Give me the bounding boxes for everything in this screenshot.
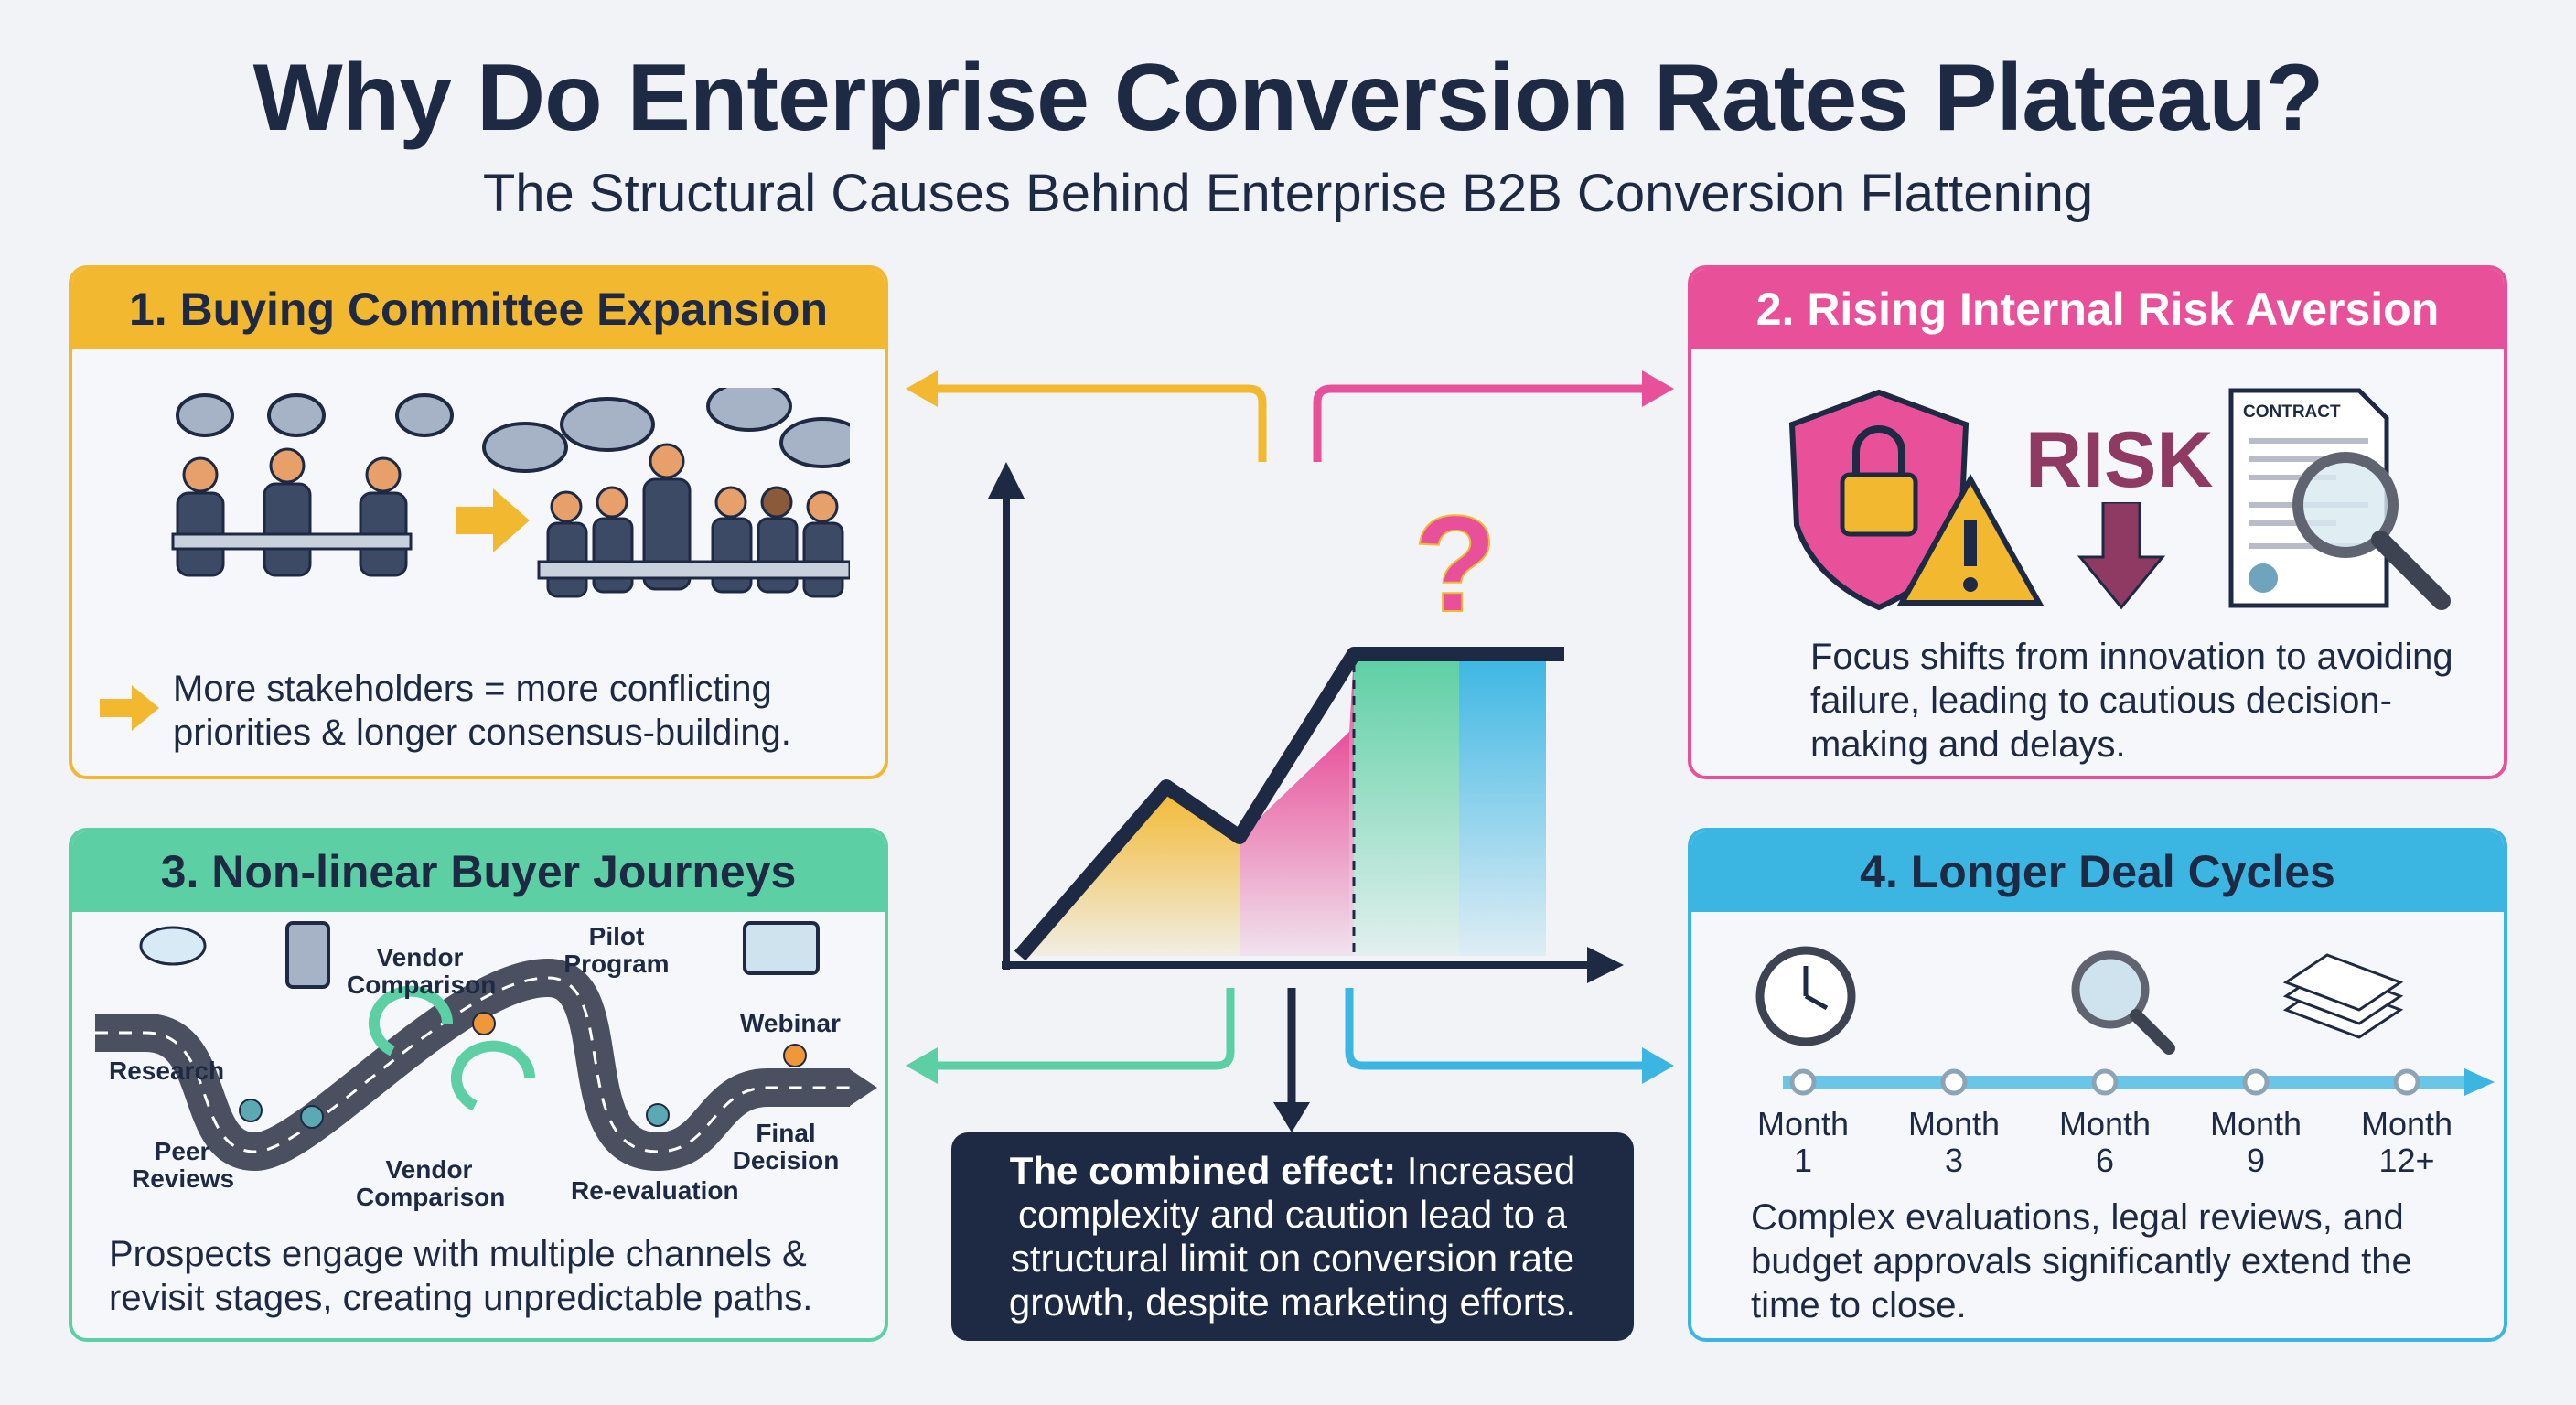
stage-label: Vendor Comparison [356, 1155, 506, 1211]
meeting-illustration-icon [171, 388, 850, 598]
timeline-month: Month 12+ [2360, 1105, 2453, 1179]
journey-road-illustration [95, 921, 877, 1172]
stage-label: Pilot Program [564, 922, 670, 978]
contract-label: CONTRACT [2243, 402, 2341, 422]
stage-label: Vendor Comparison [347, 943, 497, 999]
risk-label: RISK [2025, 416, 2214, 504]
panel-body: Complex evaluations, legal reviews, and … [1751, 1197, 2412, 1325]
panel-deal-cycles: 4. Longer Deal Cycles Month 1 Month 3 Mont… [1688, 828, 2507, 1342]
arrow-down-icon [2077, 502, 2166, 610]
timeline-month: Month 6 [2058, 1105, 2152, 1179]
stage-label: Peer Reviews [132, 1137, 235, 1193]
stage-label: Webinar [740, 1009, 841, 1037]
panel-title: 3. Non-linear Buyer Journeys [72, 831, 885, 912]
page-title: Why Do Enterprise Conversion Rates Plate… [252, 45, 2324, 151]
shield-lock-warning-icon [1788, 389, 2045, 611]
magnifier-icon [2071, 950, 2175, 1055]
clock-icon [1755, 946, 1856, 1046]
panel-title: 1. Buying Committee Expansion [72, 269, 885, 349]
panel-buyer-journeys: 3. Non-linear Buyer Journeys Research Ve… [69, 828, 888, 1342]
timeline-bar [1783, 1068, 2495, 1096]
stage-label: Research [109, 1056, 225, 1085]
plateau-chart-graphic [906, 370, 1674, 1132]
panel-body: More stakeholders = more conflicting pri… [173, 669, 791, 753]
combined-effect-text: Increased complexity and caution lead to… [1008, 1149, 1577, 1324]
stage-label: Final Decision [732, 1119, 840, 1174]
arrow-right-icon [100, 685, 159, 731]
combined-effect-box: The combined effect: Increased complexit… [951, 1132, 1634, 1341]
combined-effect-label: The combined effect: [1009, 1149, 1397, 1192]
panel-buying-committee: 1. Buying Committee Expansion More stake… [69, 265, 888, 779]
question-mark-icon: ? [1412, 486, 1498, 641]
panel-body: Focus shifts from innovation to avoiding… [1810, 637, 2453, 765]
document-stack-icon [2282, 953, 2404, 1039]
panel-title: 2. Rising Internal Risk Aversion [1691, 269, 2504, 349]
panel-body: Prospects engage with multiple channels … [109, 1234, 813, 1318]
panel-risk-aversion: 2. Rising Internal Risk Aversion RISK CO… [1688, 265, 2507, 779]
timeline-month: Month 1 [1756, 1105, 1850, 1179]
stage-label: Re-evaluation [571, 1176, 739, 1205]
page-subtitle: The Structural Causes Behind Enterprise … [482, 164, 2094, 223]
contract-magnifier-icon [2228, 388, 2451, 610]
panel-title: 4. Longer Deal Cycles [1691, 831, 2504, 912]
timeline-month: Month 9 [2209, 1105, 2302, 1179]
timeline-month: Month 3 [1907, 1105, 2001, 1179]
